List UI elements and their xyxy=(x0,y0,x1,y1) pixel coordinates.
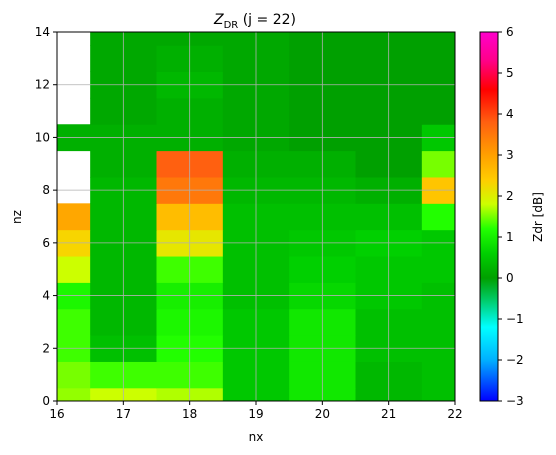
colorbar: 6 5 4 3 2 1 0 −1 −2 −3 Zdr [dB] xyxy=(479,25,545,408)
colorbar-tick-label: −2 xyxy=(506,353,524,367)
y-tick-label: 2 xyxy=(42,341,50,355)
colorbar-tick-label: 2 xyxy=(506,189,514,203)
heatmap-cell xyxy=(57,387,91,402)
y-tick-label: 4 xyxy=(42,289,50,303)
colorbar-gradient xyxy=(479,31,499,402)
colorbar-ticks: 6 5 4 3 2 1 0 −1 −2 −3 xyxy=(498,25,524,408)
x-tick-label: 20 xyxy=(315,407,330,421)
x-tick-label: 17 xyxy=(116,407,131,421)
y-axis-ticks: 0 2 4 6 8 10 12 14 xyxy=(35,25,57,408)
x-axis-label: nx xyxy=(249,430,264,444)
heatmap-cell xyxy=(57,203,91,231)
x-axis-ticks: 16 17 18 19 20 21 22 xyxy=(49,401,463,421)
heatmap-cell xyxy=(57,361,91,389)
colorbar-tick-label: −1 xyxy=(506,312,524,326)
heatmap-cell xyxy=(421,97,456,125)
plot-area: 16 17 18 19 20 21 22 0 2 4 6 8 10 12 14 xyxy=(35,25,463,421)
heatmap-cell xyxy=(421,32,456,46)
heatmap-cell xyxy=(421,361,456,389)
heatmap-cell xyxy=(421,203,456,231)
heatmap-cell xyxy=(57,308,91,336)
colorbar-label: Zdr [dB] xyxy=(531,192,545,242)
colorbar-tick-label: 6 xyxy=(506,25,514,39)
x-tick-label: 21 xyxy=(381,407,396,421)
y-tick-label: 8 xyxy=(42,183,50,197)
y-tick-label: 14 xyxy=(35,25,50,39)
colorbar-tick-label: 0 xyxy=(506,271,514,285)
heatmap-cell xyxy=(421,150,456,178)
x-tick-label: 18 xyxy=(182,407,197,421)
colorbar-tick-label: 5 xyxy=(506,66,514,80)
y-tick-label: 10 xyxy=(35,130,50,144)
heatmap-cell xyxy=(421,387,456,402)
colorbar-tick-label: 4 xyxy=(506,107,514,121)
colorbar-tick-label: 1 xyxy=(506,230,514,244)
y-tick-label: 0 xyxy=(42,394,50,408)
chart-title: ZDR (j = 22) xyxy=(213,12,296,31)
heatmap-cell xyxy=(421,256,456,283)
colorbar-tick-label: −3 xyxy=(506,394,524,408)
heatmap-cell xyxy=(421,45,456,73)
x-tick-label: 22 xyxy=(447,407,462,421)
colorbar-tick-label: 3 xyxy=(506,148,514,162)
y-axis-label: nz xyxy=(10,210,24,224)
y-tick-label: 12 xyxy=(35,78,50,92)
x-tick-label: 16 xyxy=(49,407,64,421)
y-tick-label: 6 xyxy=(42,236,50,250)
heatmap-cell xyxy=(57,256,91,283)
x-tick-label: 19 xyxy=(248,407,263,421)
heatmap-cell xyxy=(421,308,456,336)
